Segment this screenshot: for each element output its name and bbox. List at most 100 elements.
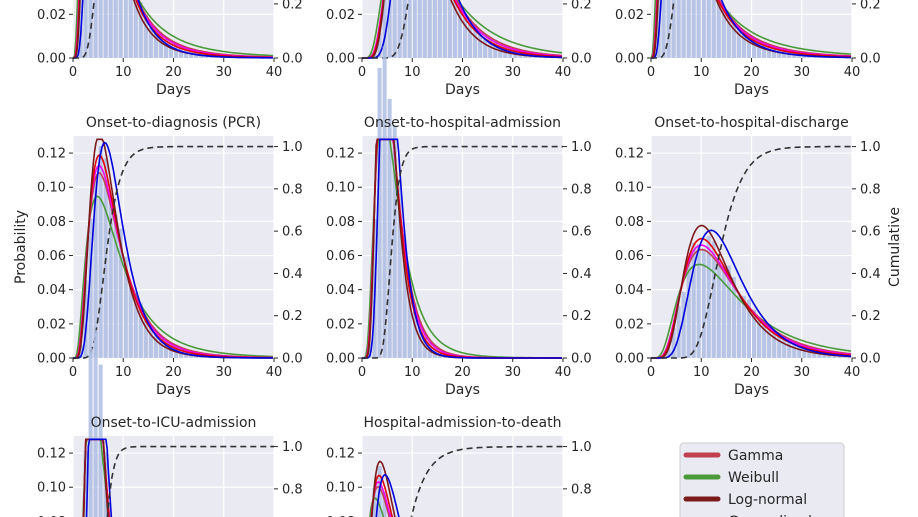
- histogram-bar: [696, 244, 701, 358]
- histogram-bar: [148, 327, 153, 358]
- y-right-tick-label: 0.4: [282, 267, 303, 282]
- histogram-bar: [681, 291, 686, 358]
- histogram-bar: [422, 336, 427, 358]
- histogram-bar: [397, 0, 402, 58]
- fitted-curve-red: [362, 0, 563, 59]
- x-tick-label: 20: [454, 65, 471, 80]
- y-tick-label: 0.04: [326, 283, 355, 298]
- histogram-bar: [93, 179, 98, 358]
- y-tick-label: 0.02: [37, 8, 66, 23]
- histogram-bar: [382, 491, 387, 517]
- histogram-bar: [367, 343, 372, 358]
- histogram-bar: [123, 256, 128, 358]
- histogram-bar: [676, 306, 681, 358]
- histogram-bar: [128, 0, 133, 59]
- y-tick-label: 0.10: [615, 181, 644, 196]
- histogram-bar: [686, 261, 691, 358]
- panel-1: 0102030400.000.020.040.060.080.100.120.0…: [37, 0, 303, 98]
- histogram-bar: [382, 0, 387, 58]
- histogram-bar: [163, 341, 168, 358]
- y-right-tick-label: 0.8: [571, 182, 592, 197]
- histogram-bar: [108, 0, 113, 58]
- y-right-tick-label: 0.6: [282, 225, 303, 240]
- y-right-tick-label: 1.0: [282, 140, 303, 155]
- histogram-bar: [676, 0, 681, 58]
- histogram-bar: [686, 0, 691, 59]
- y-right-tick-label: 0.0: [571, 52, 592, 67]
- panel-6: 0 10 20 30 40 0.00 0.02 0.04 0.06 0.08 0.10 0.12 0.0…: [615, 115, 881, 398]
- x-tick-label: 10: [404, 365, 421, 380]
- histogram-bar: [721, 265, 726, 358]
- y-tick-label: 0.04: [37, 283, 66, 298]
- histogram-bar: [158, 335, 163, 358]
- histogram-bar: [473, 24, 478, 58]
- gamma-curve: [362, 0, 563, 59]
- histogram-bar: [762, 320, 767, 358]
- histogram-bar: [427, 0, 432, 58]
- y-tick-label: 0.10: [37, 181, 66, 196]
- histogram-bar: [696, 0, 701, 58]
- histogram-bar: [138, 302, 143, 358]
- y-tick-label: 0.12: [326, 447, 355, 462]
- x-tick-label: 30: [793, 365, 810, 380]
- lognormal-curve: [651, 224, 852, 359]
- x-tick-label: 40: [844, 65, 861, 80]
- x-tick-label: 10: [115, 365, 132, 380]
- y-right-tick-label: 0.2: [571, 0, 592, 12]
- x-tick-label: 40: [555, 365, 572, 380]
- histogram-bar: [372, 487, 377, 517]
- y-tick-label: 0.02: [326, 317, 355, 332]
- x-tick-label: 0: [647, 365, 655, 380]
- y-tick-label: 0.06: [326, 249, 355, 264]
- fitted-curve-blue: [651, 229, 852, 359]
- panel-title: Onset-to-diagnosis (PCR): [86, 115, 261, 131]
- histogram-bar: [787, 338, 792, 358]
- x-tick-label: 30: [215, 65, 232, 80]
- histogram-bar: [88, 0, 93, 58]
- histogram-bar: [83, 280, 88, 358]
- histogram-bar: [468, 18, 473, 58]
- y-axis-label-left: Probability: [13, 210, 29, 284]
- histogram-bar: [661, 0, 666, 58]
- histogram-bar: [417, 321, 422, 358]
- x-tick-label: 40: [844, 365, 861, 380]
- y-tick-label: 0.04: [615, 283, 644, 298]
- histogram-bar: [752, 38, 757, 58]
- y-right-tick-label: 1.0: [860, 140, 881, 155]
- histogram-bar: [377, 67, 382, 358]
- lognormal-curve: [82, 438, 109, 517]
- histogram-bar: [143, 14, 148, 59]
- y-tick-label: 0.12: [615, 147, 644, 162]
- histogram-bar: [736, 295, 741, 358]
- histogram-bar: [726, 11, 731, 58]
- x-tick-label: 0: [69, 365, 77, 380]
- cumulative-curve: [362, 0, 410, 59]
- weibull-curve: [650, 0, 852, 59]
- x-tick-label: 0: [647, 65, 655, 80]
- histogram-bar: [83, 0, 88, 58]
- x-tick-label: 20: [743, 65, 760, 80]
- x-tick-label: 0: [69, 65, 77, 80]
- histogram-bar: [716, 0, 721, 59]
- histogram-bar: [133, 292, 138, 358]
- fitted-curve-blue: [73, 0, 273, 59]
- fitted-curve-blue: [375, 473, 400, 517]
- y-tick-label: 0.02: [615, 8, 644, 23]
- histogram-bar: [797, 344, 802, 358]
- y-tick-label: 0.10: [326, 181, 355, 196]
- histogram-bar: [402, 0, 407, 58]
- cumulative-curve: [362, 145, 563, 359]
- histogram-bar: [143, 316, 148, 358]
- x-tick-label: 10: [115, 65, 132, 80]
- histogram-bar: [88, 218, 93, 358]
- y-tick-label: 0.12: [326, 147, 355, 162]
- histogram-bar: [746, 299, 751, 358]
- histogram-bar: [113, 0, 118, 58]
- histogram-bar: [153, 330, 158, 358]
- histogram-bar: [777, 335, 782, 358]
- y-right-tick-label: 1.0: [571, 440, 592, 455]
- histogram-bar: [108, 201, 113, 358]
- y-right-tick-label: 0.0: [860, 352, 881, 367]
- histogram-bar: [752, 309, 757, 358]
- x-tick-label: 30: [215, 365, 232, 380]
